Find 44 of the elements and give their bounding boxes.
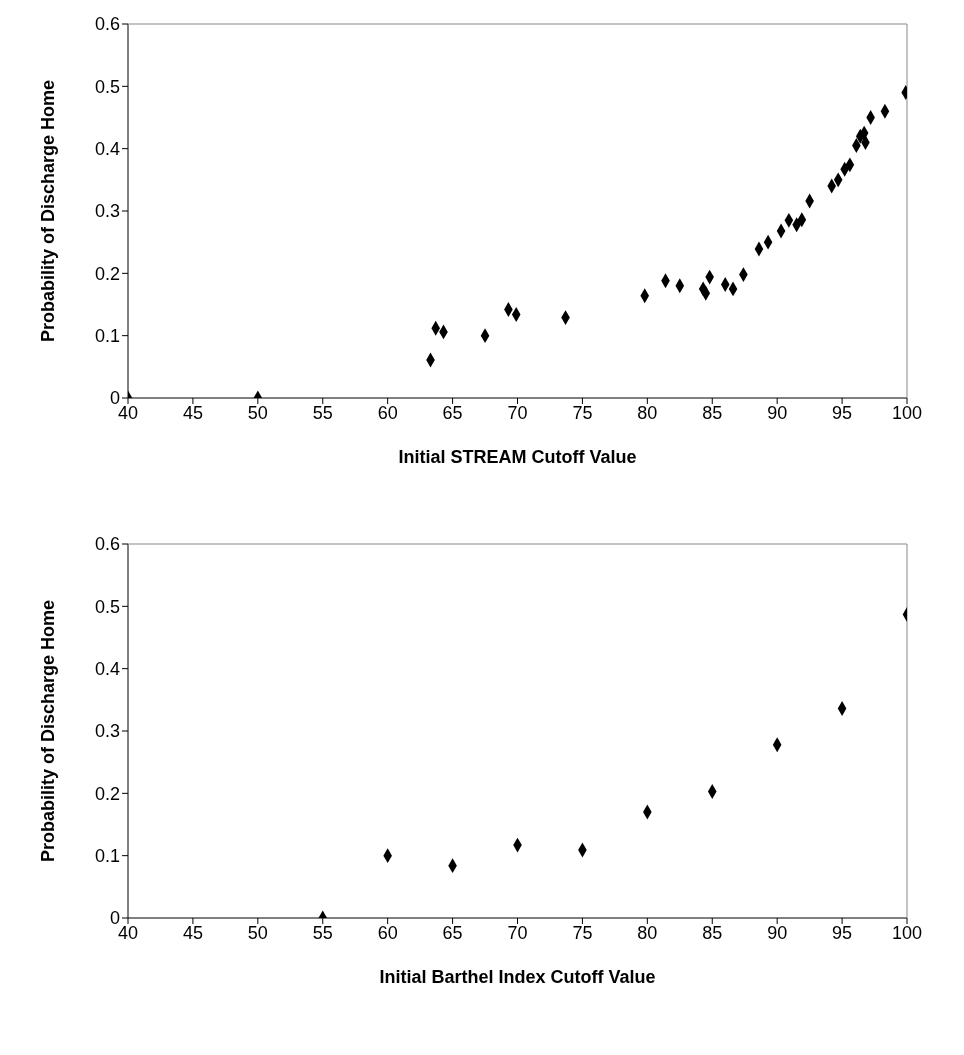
- y-tick-label: 0.3: [94, 201, 120, 222]
- x-tick-label: 90: [767, 922, 788, 943]
- x-tick-label: 45: [182, 922, 203, 943]
- x-tick-label: 65: [442, 922, 463, 943]
- x-tick-label: 85: [702, 922, 723, 943]
- x-axis-title: Initial STREAM Cutoff Value: [398, 447, 637, 467]
- y-tick-label: 0: [109, 908, 120, 929]
- x-tick-label: 55: [312, 402, 333, 423]
- x-tick-label: 70: [507, 402, 528, 423]
- x-tick-label: 40: [117, 922, 139, 943]
- x-tick-label: 50: [247, 922, 268, 943]
- x-tick-label: 100: [891, 402, 923, 423]
- x-tick-label: 80: [637, 922, 658, 943]
- y-axis-title: Probability of Discharge Home: [38, 599, 59, 863]
- y-tick-label: 0.2: [94, 263, 120, 284]
- x-tick-label: 80: [637, 402, 658, 423]
- y-tick-label: 0.4: [94, 659, 120, 680]
- x-tick-label: 60: [377, 402, 398, 423]
- x-tick-label: 70: [507, 922, 528, 943]
- x-tick-label: 95: [832, 402, 853, 423]
- y-tick-label: 0.2: [94, 783, 120, 804]
- y-tick-label: 0.5: [94, 596, 120, 617]
- y-tick-label: 0.5: [94, 76, 120, 97]
- x-tick-label: 100: [891, 922, 923, 943]
- x-tick-label: 45: [182, 402, 203, 423]
- x-tick-label: 95: [832, 922, 853, 943]
- x-tick-label: 85: [702, 402, 723, 423]
- y-tick-label: 0.3: [94, 721, 120, 742]
- x-tick-label: 90: [767, 402, 788, 423]
- x-axis-title: Initial Barthel Index Cutoff Value: [379, 967, 656, 987]
- y-tick-label: 0.6: [94, 534, 120, 555]
- y-tick-label: 0.1: [94, 846, 120, 867]
- y-tick-label: 0: [109, 388, 120, 409]
- x-tick-label: 75: [572, 402, 593, 423]
- y-tick-label: 0.4: [94, 139, 120, 160]
- x-tick-label: 60: [377, 922, 398, 943]
- x-tick-label: 50: [247, 402, 268, 423]
- y-tick-label: 0.1: [94, 326, 120, 347]
- x-tick-label: 40: [117, 402, 139, 423]
- y-axis-title: Probability of Discharge Home: [38, 79, 59, 343]
- x-tick-label: 65: [442, 402, 463, 423]
- y-tick-label: 0.6: [94, 14, 120, 35]
- x-tick-label: 55: [312, 922, 333, 943]
- x-tick-label: 75: [572, 922, 593, 943]
